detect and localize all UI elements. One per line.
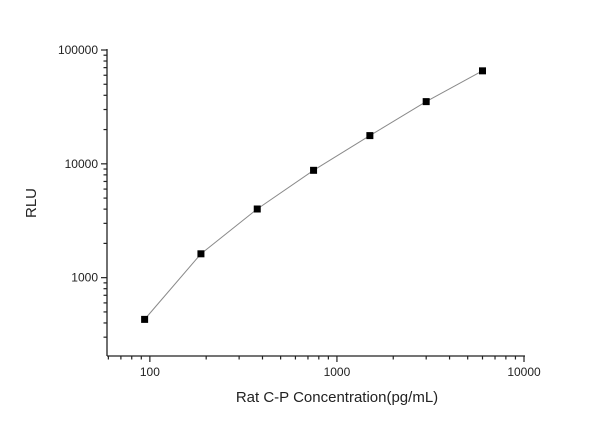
x-axis-title: Rat C-P Concentration(pg/mL) (236, 389, 438, 406)
series-line (144, 70, 483, 320)
y-tick-label: 100000 (58, 43, 98, 57)
data-point-marker (478, 67, 486, 75)
axes: 100 1000 10000 1000 10000 100000 (58, 43, 541, 379)
data-point-marker (141, 315, 149, 323)
y-tick-label: 1000 (71, 271, 98, 285)
data-point-marker (422, 98, 430, 106)
y-axis-title: RLU (23, 188, 40, 218)
x-tick-label: 100 (140, 365, 160, 379)
data-point-marker (366, 132, 374, 140)
data-point-marker (310, 166, 318, 174)
data-point-marker (253, 205, 261, 213)
y-tick-label: 10000 (65, 157, 99, 171)
data-point-marker (197, 250, 205, 258)
x-tick-label: 10000 (507, 365, 541, 379)
x-tick-label: 1000 (324, 365, 351, 379)
plot-area (141, 67, 486, 323)
